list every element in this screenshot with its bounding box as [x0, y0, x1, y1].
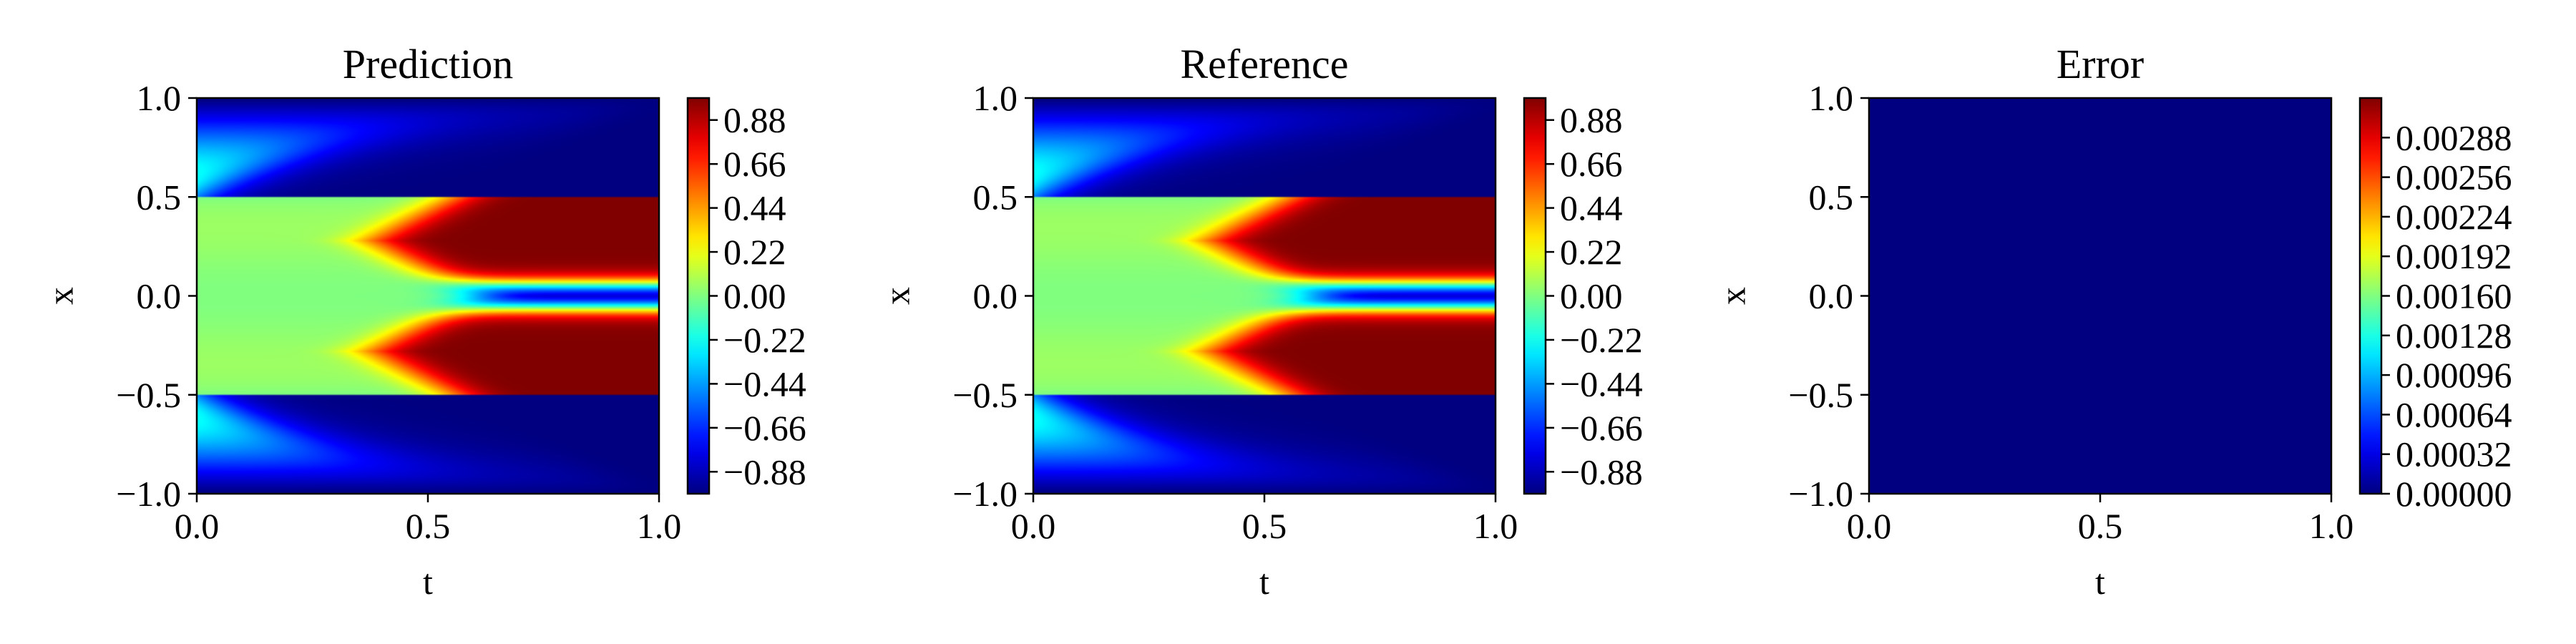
- x-tick-label: 0.0: [1847, 506, 1892, 546]
- colorbar-tick-label: −0.88: [723, 452, 806, 492]
- colorbar-tick-label: 0.88: [723, 100, 786, 140]
- y-axis-label: x: [40, 287, 80, 305]
- y-tick-label: 0.5: [137, 177, 182, 217]
- colorbar-tick-label: −0.88: [1560, 452, 1643, 492]
- colorbar-tick-label: 0.66: [723, 144, 786, 184]
- colorbar-tick-label: 0.00096: [2396, 355, 2512, 395]
- x-tick-label: 1.0: [637, 506, 682, 546]
- colorbar-tick-label: −0.44: [1560, 364, 1643, 404]
- x-axis-label: t: [423, 562, 433, 602]
- x-tick-label: 0.0: [1011, 506, 1056, 546]
- x-axis-label: t: [2095, 562, 2105, 602]
- colorbar-tick-label: 0.00032: [2396, 434, 2512, 474]
- x-tick-label: 1.0: [2309, 506, 2354, 546]
- y-tick-label: 0.0: [1809, 276, 1854, 316]
- heatmap-image: [1033, 98, 1496, 494]
- y-axis-label: x: [1712, 287, 1752, 305]
- colorbar-tick-label: 0.22: [723, 232, 786, 272]
- x-tick-label: 0.5: [2078, 506, 2123, 546]
- y-tick-label: 1.0: [1809, 78, 1854, 118]
- colorbar-tick-label: 0.44: [723, 188, 786, 228]
- y-tick-label: 1.0: [137, 78, 182, 118]
- y-tick-label: −0.5: [1788, 375, 1853, 415]
- colorbar-tick-label: 0.00000: [2396, 474, 2512, 514]
- y-tick-label: 0.0: [973, 276, 1018, 316]
- x-axis-label: t: [1259, 562, 1269, 602]
- chart-panel-1: Prediction 0.0 0.5 1.0 t −1.0 −0.5 0.0 0.5 1.0 x 0.…: [40, 41, 806, 602]
- colorbar-tick-label: 0.00192: [2396, 236, 2512, 276]
- y-tick-label: 0.5: [973, 177, 1018, 217]
- y-tick-label: −0.5: [116, 375, 181, 415]
- colorbar: 0.880.660.440.220.00−0.22−0.44−0.66−0.88: [1523, 97, 1643, 495]
- colorbar-tick-label: 0.22: [1560, 232, 1623, 272]
- colorbar-gradient: [688, 98, 709, 494]
- colorbar-tick-label: −0.66: [723, 408, 806, 448]
- chart-title: Error: [2057, 41, 2144, 87]
- x-tick-label: 0.5: [406, 506, 451, 546]
- colorbar-tick-label: 0.00160: [2396, 276, 2512, 316]
- heatmap-image: [197, 98, 659, 494]
- y-tick-label: −0.5: [952, 375, 1018, 415]
- colorbar-tick-label: −0.66: [1560, 408, 1643, 448]
- colorbar-tick-label: 0.00128: [2396, 316, 2512, 356]
- chart-title: Prediction: [343, 41, 513, 87]
- heatmap-image: [1869, 98, 2331, 494]
- colorbar-tick-label: −0.44: [723, 364, 806, 404]
- colorbar-tick-label: 0.00: [723, 276, 786, 316]
- colorbar-tick-label: 0.00064: [2396, 394, 2512, 434]
- colorbar-tick-label: −0.22: [1560, 320, 1643, 360]
- chart-panel-2: Reference 0.0 0.5 1.0 t −1.0 −0.5 0.0 0.5 1.0 x 0.8…: [877, 41, 1642, 602]
- x-tick-label: 0.5: [1242, 506, 1287, 546]
- colorbar: 0.002880.002560.002240.001920.001600.001…: [2358, 97, 2512, 514]
- colorbar-tick-label: 0.88: [1560, 100, 1623, 140]
- colorbar-tick-label: −0.22: [723, 320, 806, 360]
- colorbar-tick-label: 0.00224: [2396, 197, 2512, 237]
- colorbar-gradient: [2360, 98, 2381, 494]
- colorbar-tick-label: 0.00256: [2396, 157, 2512, 197]
- colorbar: 0.880.660.440.220.00−0.22−0.44−0.66−0.88: [686, 97, 806, 495]
- colorbar-gradient: [1524, 98, 1546, 494]
- chart-title: Reference: [1180, 41, 1348, 87]
- y-axis-label: x: [877, 287, 917, 305]
- colorbar-tick-label: 0.00: [1560, 276, 1623, 316]
- y-tick-label: −1.0: [1788, 474, 1853, 514]
- y-tick-label: −1.0: [952, 474, 1018, 514]
- colorbar-tick-label: 0.44: [1560, 188, 1623, 228]
- colorbar-tick-label: 0.00288: [2396, 117, 2512, 157]
- x-tick-label: 1.0: [1473, 506, 1518, 546]
- y-tick-label: 1.0: [973, 78, 1018, 118]
- colorbar-tick-label: 0.66: [1560, 144, 1623, 184]
- y-tick-label: 0.0: [137, 276, 182, 316]
- x-tick-label: 0.0: [175, 506, 220, 546]
- y-tick-label: 0.5: [1809, 177, 1854, 217]
- chart-panel-3: Error 0.0 0.5 1.0 t −1.0 −0.5 0.0 0.5 1.0 x 0.00288…: [1712, 41, 2512, 602]
- y-tick-label: −1.0: [116, 474, 181, 514]
